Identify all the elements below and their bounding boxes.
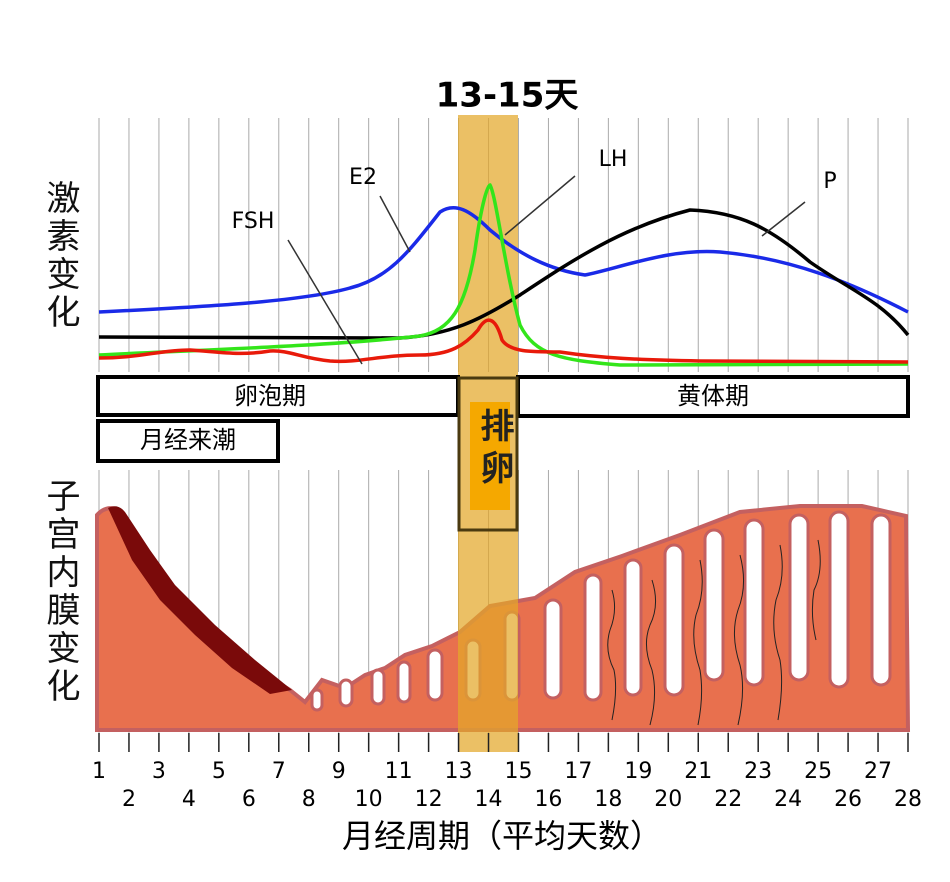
x-tick-label: 17: [564, 759, 592, 784]
y-label: 子宫内膜变化: [40, 478, 80, 706]
x-tick-label: 16: [534, 787, 562, 812]
phase-label: 卵泡期: [234, 382, 306, 410]
title: 13-15天: [436, 76, 579, 116]
x-tick-label: 9: [332, 759, 346, 784]
x-tick-label: 23: [744, 759, 772, 784]
x-tick-label: 27: [864, 759, 892, 784]
lh-curve: [98, 183, 909, 367]
x-tick-label: 3: [152, 759, 166, 784]
curve-label: LH: [599, 147, 628, 172]
x-tick-label: 6: [242, 787, 256, 812]
phase-label: 月经来潮: [140, 426, 236, 454]
x-tick-label: 5: [212, 759, 226, 784]
x-tick-label: 26: [834, 787, 862, 812]
x-tick-label: 13: [445, 759, 473, 784]
x-tick-label: 11: [385, 759, 413, 784]
ovulation-box: [457, 376, 519, 532]
x-tick-label: 14: [475, 787, 503, 812]
x-tick-label: 4: [182, 787, 196, 812]
x-tick-label: 20: [654, 787, 682, 812]
ovulation-label: 排卵: [474, 408, 514, 492]
p-curve: [98, 208, 910, 340]
curve-label: P: [823, 169, 836, 194]
x-tick-label: 1: [92, 759, 106, 784]
curve-label: E2: [349, 165, 377, 190]
x-tick-label: 7: [272, 759, 286, 784]
x-tick-label: 19: [624, 759, 652, 784]
vessels: [607, 539, 821, 726]
x-tick-label: 2: [122, 787, 136, 812]
x-tick-label: 18: [594, 787, 622, 812]
y-label: 激素变化: [40, 180, 80, 332]
x-axis-label: 月经周期（平均天数）: [342, 817, 662, 855]
x-tick-label: 24: [774, 787, 802, 812]
x-tick-label: 21: [684, 759, 712, 784]
phase-label: 黄体期: [677, 382, 749, 410]
x-tick-label: 25: [804, 759, 832, 784]
x-tick-label: 22: [714, 787, 742, 812]
x-tick-label: 15: [504, 759, 532, 784]
fsh-curve: [98, 318, 909, 364]
curve-label: FSH: [232, 209, 275, 234]
menstruation-box: [96, 419, 280, 463]
x-ticks: 1234567891011121314151617181920212223242…: [92, 733, 922, 812]
luteal-box: [516, 375, 910, 418]
shedding-layer: [108, 506, 292, 694]
label-leaders: [287, 175, 806, 365]
ovulation-fill: [470, 402, 510, 510]
x-tick-label: 10: [355, 787, 383, 812]
x-tick-label: 28: [894, 787, 922, 812]
x-tick-label: 8: [302, 787, 316, 812]
x-tick-label: 12: [415, 787, 443, 812]
